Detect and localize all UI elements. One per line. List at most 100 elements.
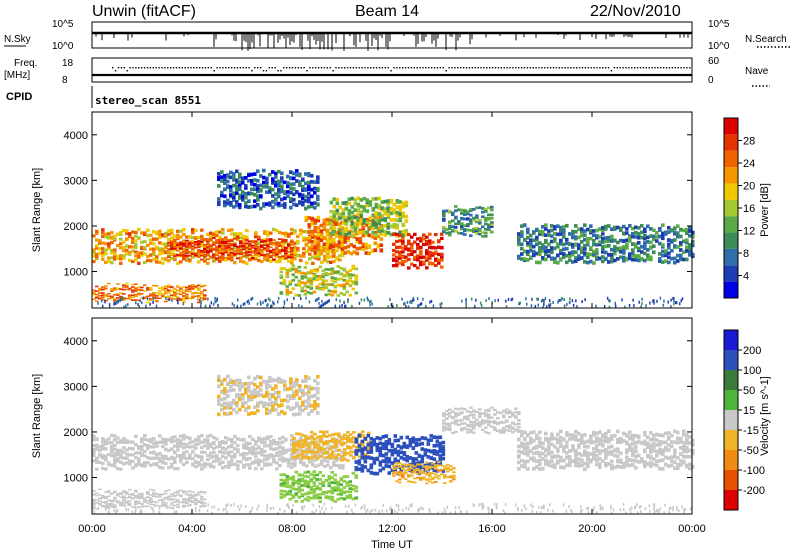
echo-cell (325, 220, 330, 225)
echo-cell (269, 256, 273, 259)
echo-cell (559, 257, 563, 261)
echo-cell (152, 242, 156, 246)
echo-cell (532, 253, 536, 258)
echo-cell (279, 274, 284, 278)
echo-cell (393, 447, 398, 452)
echo-cell (191, 255, 195, 259)
echo-cell (544, 249, 548, 254)
echo-cell (290, 231, 294, 235)
echo-cell (622, 251, 626, 255)
echo-cell (395, 250, 399, 254)
echo-cell (407, 247, 411, 251)
echo-cell (613, 258, 617, 263)
echo-cell (281, 446, 285, 450)
echo-cell (318, 471, 323, 474)
nave-dot (207, 67, 210, 69)
echo-cell (285, 290, 290, 294)
echo-cell (318, 274, 323, 278)
echo-cell (691, 235, 695, 239)
echo-cell (343, 457, 347, 461)
echo-cell (131, 453, 135, 457)
echo-cell (354, 489, 359, 493)
echo-cell (330, 279, 335, 282)
echo-cell (323, 227, 327, 232)
echo-cell (556, 253, 560, 258)
ground-scatter-cell (430, 299, 433, 303)
echo-cell (325, 435, 329, 439)
echo-cell (95, 255, 99, 259)
echo-cell (402, 457, 407, 461)
echo-cell (389, 198, 394, 203)
ground-scatter-cell (390, 303, 392, 307)
ground-scatter-cell (670, 298, 672, 302)
ground-scatter-cell (344, 304, 347, 308)
echo-cell (269, 246, 273, 249)
echo-cell (401, 473, 405, 476)
echo-cell (429, 438, 434, 442)
echo-cell (356, 230, 361, 235)
echo-cell (259, 206, 263, 211)
echo-cell (392, 232, 396, 237)
echo-cell (250, 182, 254, 186)
echo-cell (131, 230, 135, 234)
echo-cell (116, 467, 120, 471)
echo-cell (179, 287, 183, 290)
echo-cell (374, 222, 379, 227)
echo-cell (484, 219, 488, 222)
echo-cell (140, 251, 144, 255)
echo-cell (282, 493, 287, 497)
echo-cell (257, 245, 261, 248)
echo-cell (197, 235, 201, 240)
echo-cell (182, 239, 186, 243)
nave-dot (178, 67, 181, 69)
echo-cell (371, 230, 376, 235)
ground-scatter-cell (403, 302, 406, 306)
echo-cell (256, 194, 260, 198)
echo-cell (362, 205, 367, 209)
nave-dot (317, 67, 320, 69)
echo-cell (541, 255, 545, 260)
echo-cell (239, 453, 243, 457)
ground-scatter-cell (440, 301, 443, 305)
echo-cell (460, 211, 464, 215)
echo-cell (155, 237, 159, 241)
echo-cell (134, 258, 138, 262)
ground-scatter-cell (488, 297, 490, 301)
echo-cell (170, 465, 174, 469)
echo-cell (101, 496, 105, 498)
echo-cell (363, 459, 368, 463)
ground-scatter-cell (210, 301, 213, 305)
echo-cell (282, 473, 287, 476)
echo-cell (327, 476, 332, 480)
echo-cell (167, 252, 171, 255)
echo-cell (143, 498, 147, 500)
echo-cell (445, 228, 449, 231)
echo-cell (310, 239, 315, 244)
echo-cell (432, 468, 437, 472)
echo-cell (348, 480, 353, 483)
echo-cell (182, 292, 186, 294)
echo-cell (290, 242, 294, 244)
echo-cell (200, 297, 204, 299)
echo-cell (233, 235, 237, 239)
echo-cell (185, 245, 189, 248)
echo-cell (371, 197, 376, 201)
echo-cell (337, 240, 342, 245)
echo-cell (215, 456, 219, 460)
nave-dot (341, 67, 343, 69)
echo-cell (313, 201, 317, 205)
echo-cell (239, 232, 243, 236)
echo-cell (95, 290, 99, 292)
ground-scatter-cell (542, 305, 544, 309)
echo-cell (398, 245, 402, 249)
echo-cell (562, 247, 566, 252)
echo-cell (260, 467, 264, 471)
echo-cell (257, 458, 261, 462)
echo-cell (155, 444, 159, 448)
echo-cell (583, 233, 587, 237)
echo-cell (173, 439, 177, 443)
echo-cell (137, 502, 141, 505)
echo-cell (283, 190, 287, 194)
echo-cell (233, 243, 237, 246)
echo-cell (200, 505, 204, 508)
